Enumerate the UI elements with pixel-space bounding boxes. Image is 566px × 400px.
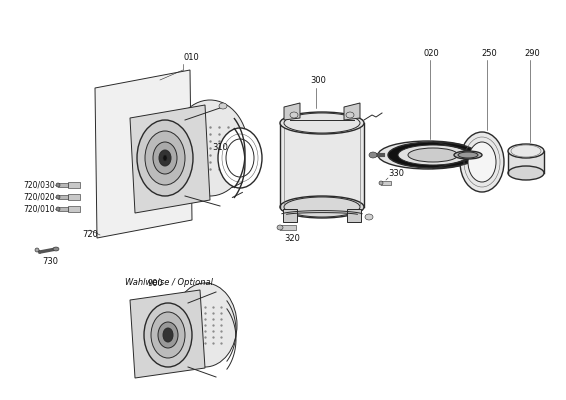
Polygon shape	[130, 290, 205, 378]
Polygon shape	[347, 209, 361, 222]
Ellipse shape	[226, 139, 254, 177]
Ellipse shape	[388, 142, 478, 168]
Ellipse shape	[280, 112, 364, 134]
Ellipse shape	[393, 146, 463, 164]
Ellipse shape	[56, 183, 60, 187]
Ellipse shape	[219, 103, 227, 109]
Ellipse shape	[458, 152, 478, 158]
Bar	[280, 123, 364, 208]
Ellipse shape	[151, 312, 185, 358]
Ellipse shape	[159, 150, 171, 166]
Ellipse shape	[56, 207, 60, 211]
Ellipse shape	[379, 181, 383, 185]
Ellipse shape	[408, 148, 458, 162]
Bar	[58, 183, 68, 187]
Ellipse shape	[163, 328, 173, 342]
Text: 020: 020	[424, 49, 440, 58]
Ellipse shape	[137, 120, 193, 196]
Ellipse shape	[454, 151, 482, 159]
Ellipse shape	[346, 112, 354, 118]
Polygon shape	[130, 105, 210, 213]
Bar	[508, 151, 544, 173]
Ellipse shape	[172, 100, 248, 196]
Ellipse shape	[365, 214, 373, 220]
Text: 720/030: 720/030	[23, 180, 55, 190]
Polygon shape	[95, 70, 192, 238]
Ellipse shape	[35, 248, 39, 252]
Bar	[68, 182, 80, 188]
Ellipse shape	[158, 322, 178, 348]
Polygon shape	[344, 103, 360, 120]
Text: 310: 310	[212, 142, 228, 152]
Bar	[68, 206, 80, 212]
Ellipse shape	[369, 152, 377, 158]
Ellipse shape	[277, 225, 283, 230]
Ellipse shape	[153, 142, 177, 174]
Ellipse shape	[145, 131, 185, 185]
Text: 300: 300	[310, 76, 326, 85]
Polygon shape	[284, 103, 300, 120]
Text: 900: 900	[148, 279, 164, 288]
Bar	[280, 225, 296, 230]
Ellipse shape	[398, 145, 468, 165]
Text: Wahlweise / Optional: Wahlweise / Optional	[125, 278, 213, 287]
Text: 010: 010	[183, 53, 199, 62]
Bar	[68, 194, 80, 200]
Ellipse shape	[163, 155, 167, 161]
Ellipse shape	[378, 141, 478, 169]
Text: 730: 730	[42, 257, 58, 266]
Bar	[58, 195, 68, 199]
Text: 720/010: 720/010	[23, 204, 55, 214]
Polygon shape	[283, 209, 297, 222]
Text: 290: 290	[524, 49, 540, 58]
Bar	[381, 181, 391, 185]
Text: 330: 330	[388, 169, 404, 178]
Bar	[58, 207, 68, 211]
Text: 720: 720	[82, 230, 98, 239]
Ellipse shape	[144, 303, 192, 367]
Ellipse shape	[173, 283, 237, 367]
Text: 320: 320	[284, 234, 300, 243]
Ellipse shape	[218, 128, 262, 188]
Ellipse shape	[508, 144, 544, 158]
Text: 250: 250	[481, 49, 497, 58]
Text: 720/020: 720/020	[23, 192, 55, 202]
Ellipse shape	[508, 166, 544, 180]
Ellipse shape	[280, 196, 364, 218]
Ellipse shape	[468, 142, 496, 182]
Ellipse shape	[460, 132, 504, 192]
Ellipse shape	[290, 112, 298, 118]
Ellipse shape	[53, 247, 59, 251]
Ellipse shape	[56, 195, 60, 199]
